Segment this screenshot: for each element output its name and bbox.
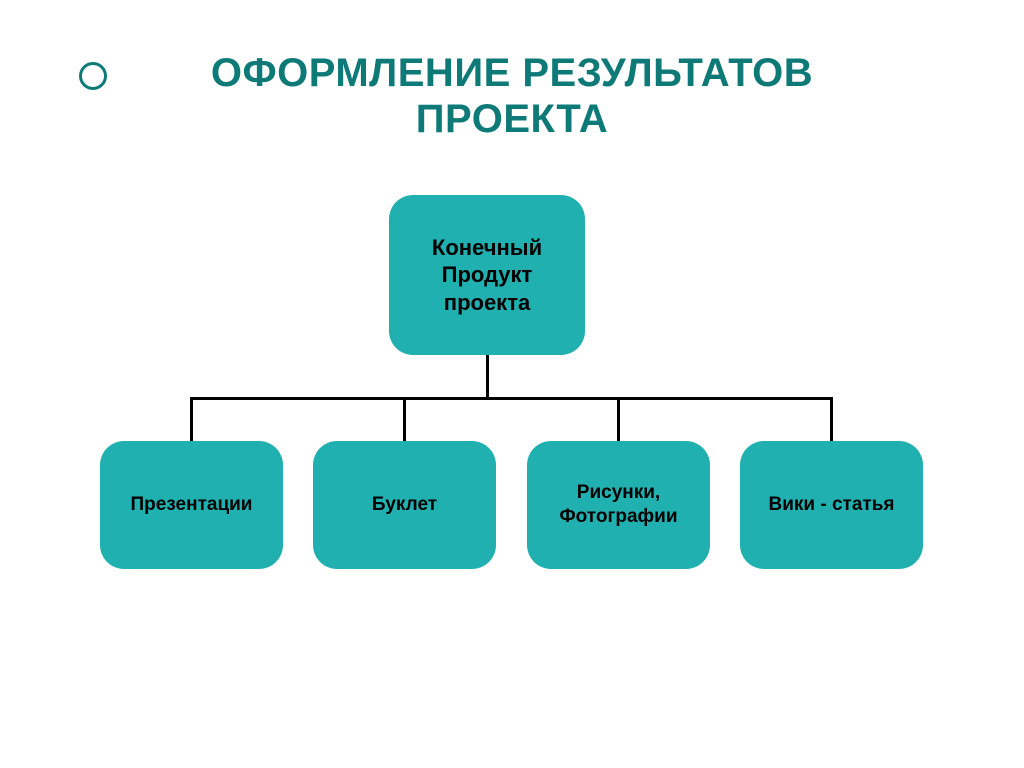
bullet-ring-icon <box>79 62 107 90</box>
slide-title-line2: ПРОЕКТА <box>416 97 608 141</box>
connector-line <box>617 397 620 442</box>
child-node-label-3: Вики - статья <box>769 493 895 517</box>
child-node-label-0: Презентации <box>131 493 253 517</box>
child-node-3: Вики - статья <box>740 441 923 569</box>
child-node-0: Презентации <box>100 441 283 569</box>
slide-title: ОФОРМЛЕНИЕ РЕЗУЛЬТАТОВ ПРОЕКТА <box>0 50 1024 142</box>
root-label-l2: Продукт <box>442 262 533 287</box>
child-node-1: Буклет <box>313 441 496 569</box>
connector-line <box>486 355 489 398</box>
connector-line <box>830 397 833 442</box>
child-node-label-2: Рисунки,Фотографии <box>559 481 677 529</box>
connector-line <box>190 397 193 442</box>
root-label-l1: Конечный <box>432 235 542 260</box>
root-node-label: Конечный Продукт проекта <box>432 234 542 317</box>
connector-line <box>190 397 833 400</box>
child-node-2: Рисунки,Фотографии <box>527 441 710 569</box>
root-node: Конечный Продукт проекта <box>389 195 585 355</box>
root-label-l3: проекта <box>444 290 530 315</box>
slide-title-line1: ОФОРМЛЕНИЕ РЕЗУЛЬТАТОВ <box>211 51 813 95</box>
connector-line <box>403 397 406 442</box>
child-node-label-1: Буклет <box>372 493 437 517</box>
